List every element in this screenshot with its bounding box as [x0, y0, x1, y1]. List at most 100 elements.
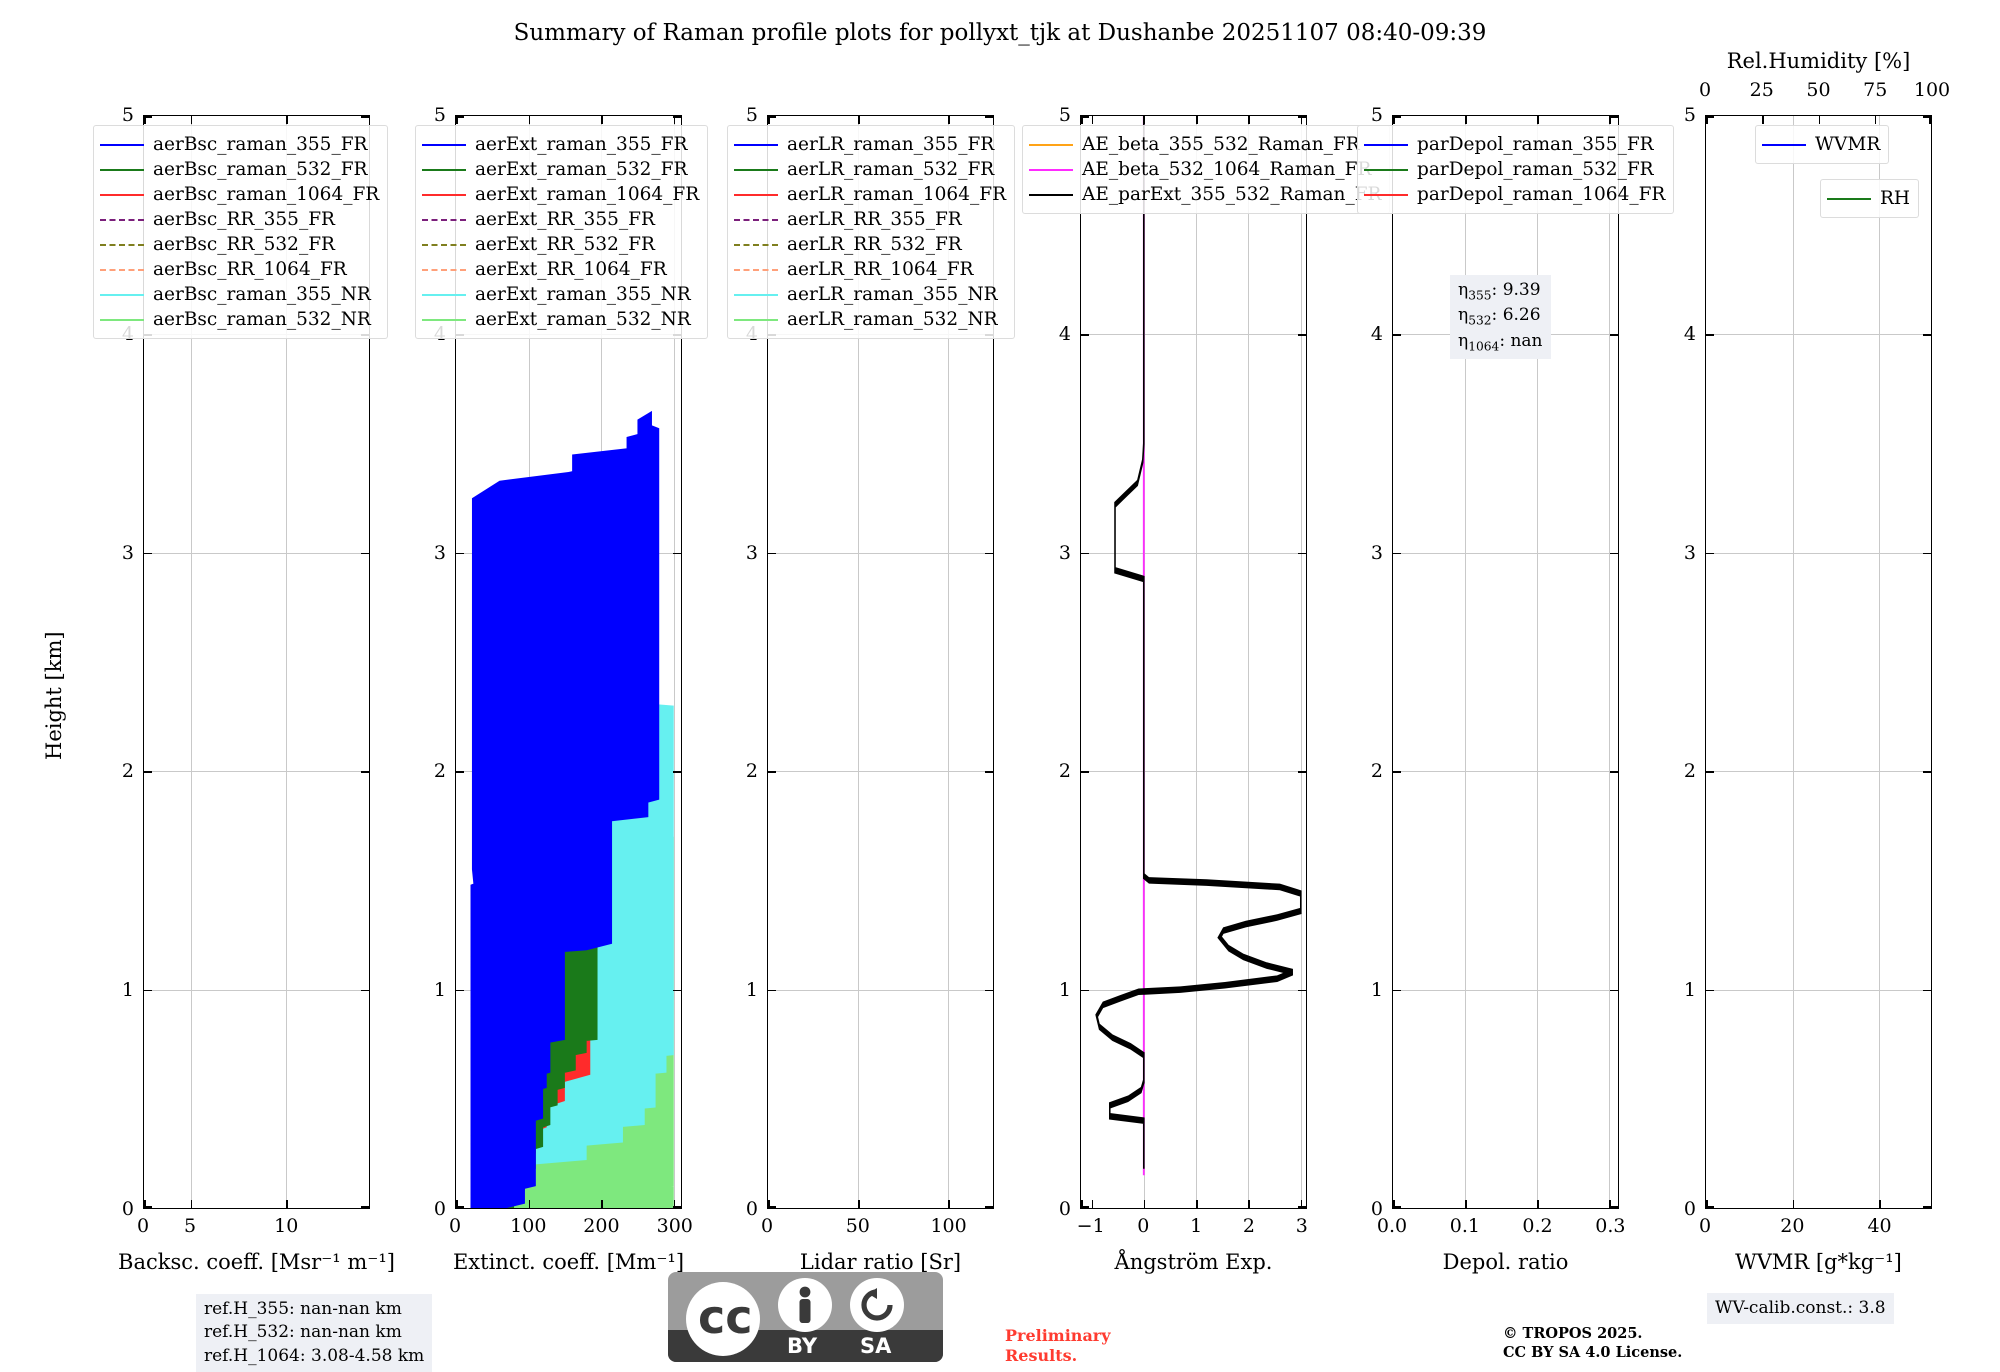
x-axis-title-backscatter: Backsc. coeff. [Msr⁻¹ m⁻¹]	[118, 1250, 395, 1274]
y-tick-label: 5	[1058, 104, 1071, 126]
legend-swatch	[1364, 193, 1408, 196]
gridline	[948, 116, 949, 1208]
x-tick-label: 0.2	[1522, 1215, 1553, 1237]
cc-license-badge[interactable]: cc BY SA	[668, 1272, 943, 1362]
y-tick-label: 3	[1370, 541, 1383, 564]
legend-item[interactable]: aerBsc_RR_355_FR	[100, 207, 379, 232]
panel-extinction: 5 4 3 2 1 0 0 100 200 300 Extinct. coeff…	[415, 104, 709, 1274]
y-tick-label: 1	[1370, 979, 1383, 1002]
eta-355-row: η355: 9.39	[1458, 280, 1541, 303]
legend-swatch	[100, 318, 144, 321]
eta-532-row: η532: 6.26	[1458, 305, 1541, 328]
gridline	[1537, 116, 1539, 1208]
legend-item[interactable]: aerLR_raman_355_FR	[734, 132, 1006, 157]
ref-height-1064: ref.H_1064: 3.08-4.58 km	[204, 1345, 425, 1366]
legend-label: AE_parExt_355_532_Raman_FR	[1082, 184, 1382, 205]
plot-area-wvmr	[1705, 115, 1932, 1209]
y-tick-label: 3	[745, 541, 758, 564]
legend-swatch	[1827, 197, 1871, 200]
ref-height-annotation: ref.H_355: nan-nan km ref.H_532: nan-nan…	[196, 1294, 433, 1372]
y-tick-label: 4	[1683, 322, 1696, 345]
x-tick-label: 0	[1698, 1215, 1712, 1237]
legend-item[interactable]: AE_parExt_355_532_Raman_FR	[1029, 182, 1381, 207]
x-axis-title-angstrom: Ångström Exp.	[1114, 1250, 1273, 1274]
x-axis-title-depol-ratio: Depol. ratio	[1442, 1250, 1569, 1274]
legend-label: parDepol_raman_355_FR	[1417, 134, 1654, 155]
legend-item[interactable]: aerExt_raman_355_NR	[422, 282, 699, 307]
legend-item[interactable]: aerExt_raman_1064_FR	[422, 182, 699, 207]
legend-item[interactable]: aerLR_raman_532_NR	[734, 307, 1006, 332]
legend-label: aerBsc_RR_355_FR	[153, 209, 335, 230]
gridline	[858, 116, 859, 1208]
y-tick-label: 1	[1058, 979, 1071, 1002]
legend-swatch	[734, 268, 778, 271]
legend-swatch	[734, 243, 778, 246]
legend-angstrom: AE_beta_355_532_Raman_FR AE_beta_532_106…	[1022, 125, 1391, 214]
legend-item[interactable]: aerLR_RR_532_FR	[734, 232, 1006, 257]
legend-item[interactable]: aerLR_raman_532_FR	[734, 157, 1006, 182]
legend-backscatter: aerBsc_raman_355_FR aerBsc_raman_532_FR …	[93, 125, 389, 339]
legend-swatch	[1029, 193, 1073, 196]
legend-item[interactable]: parDepol_raman_1064_FR	[1364, 182, 1665, 207]
legend-item[interactable]: aerBsc_raman_355_NR	[100, 282, 379, 307]
x-tick-label: 0	[448, 1215, 462, 1237]
legend-label: aerBsc_raman_355_FR	[153, 134, 368, 155]
legend-label: aerLR_RR_355_FR	[787, 209, 962, 230]
eta-symbol: η	[1458, 305, 1469, 326]
y-tick-label: 0	[121, 1198, 134, 1220]
legend-item[interactable]: RH	[1827, 186, 1910, 211]
legend-item[interactable]: aerLR_raman_1064_FR	[734, 182, 1006, 207]
legend-swatch	[422, 243, 466, 246]
legend-label: aerExt_RR_355_FR	[475, 209, 655, 230]
legend-swatch	[734, 143, 778, 146]
legend-item[interactable]: aerLR_raman_355_NR	[734, 282, 1006, 307]
y-tick-label: 0	[1058, 1198, 1071, 1220]
gridline	[190, 116, 192, 1208]
gridline	[1393, 771, 1618, 773]
legend-item[interactable]: WVMR	[1762, 132, 1880, 157]
figure-title: Summary of Raman profile plots for polly…	[513, 20, 1487, 46]
y-tick-label: 1	[121, 979, 134, 1002]
legend-swatch	[422, 318, 466, 321]
y-tick-label: 1	[745, 979, 758, 1002]
legend-item[interactable]: aerExt_raman_355_FR	[422, 132, 699, 157]
legend-swatch	[734, 193, 778, 196]
x-tick-label: 200	[583, 1215, 620, 1237]
legend-item[interactable]: aerBsc_raman_532_FR	[100, 157, 379, 182]
gridline	[1879, 116, 1881, 1208]
legend-label: aerExt_raman_532_FR	[475, 159, 688, 180]
legend-label: aerBsc_raman_355_NR	[153, 284, 371, 305]
x-tick-label: 0	[136, 1215, 150, 1237]
legend-item[interactable]: AE_beta_355_532_Raman_FR	[1029, 132, 1381, 157]
y-tick-label: 5	[1370, 104, 1383, 126]
y-tick-label: 1	[1683, 979, 1696, 1002]
legend-item[interactable]: aerBsc_raman_355_FR	[100, 132, 379, 157]
eta-355-value: 9.39	[1502, 280, 1541, 300]
legend-item[interactable]: aerExt_RR_355_FR	[422, 207, 699, 232]
panel-wvmr: 5 4 3 2 1 0 0 20 40 WVMR [g*kg⁻¹] 0 25 5…	[1684, 49, 1950, 1274]
legend-item[interactable]: aerBsc_RR_532_FR	[100, 232, 379, 257]
share-alike-icon	[861, 1288, 893, 1321]
legend-item[interactable]: aerLR_RR_1064_FR	[734, 257, 1006, 282]
legend-item[interactable]: aerExt_RR_1064_FR	[422, 257, 699, 282]
legend-item[interactable]: AE_beta_532_1064_Raman_FR	[1029, 157, 1381, 182]
legend-item[interactable]: parDepol_raman_355_FR	[1364, 132, 1665, 157]
y-tick-label: 1	[433, 979, 446, 1002]
legend-item[interactable]: aerExt_raman_532_NR	[422, 307, 699, 332]
ref-height-355: ref.H_355: nan-nan km	[204, 1299, 402, 1319]
legend-item[interactable]: aerExt_raman_532_FR	[422, 157, 699, 182]
legend-item[interactable]: aerBsc_raman_1064_FR	[100, 182, 379, 207]
y-tick-label: 2	[745, 760, 758, 783]
legend-item[interactable]: aerLR_RR_355_FR	[734, 207, 1006, 232]
gridline	[1300, 116, 1302, 1208]
legend-label: RH	[1880, 188, 1911, 209]
panel-lidar-ratio: 5 4 3 2 1 0 0 50 100 Lidar ratio [Sr] ae…	[727, 104, 1015, 1274]
legend-label: aerLR_RR_1064_FR	[787, 259, 974, 280]
legend-item[interactable]: aerBsc_raman_532_NR	[100, 307, 379, 332]
legend-item[interactable]: parDepol_raman_532_FR	[1364, 157, 1665, 182]
legend-item[interactable]: aerBsc_RR_1064_FR	[100, 257, 379, 282]
y-tick-label: 3	[121, 541, 134, 564]
legend-item[interactable]: aerExt_RR_532_FR	[422, 232, 699, 257]
angstrom-curves	[1095, 116, 1302, 1176]
x-tick-label: 300	[656, 1215, 693, 1237]
